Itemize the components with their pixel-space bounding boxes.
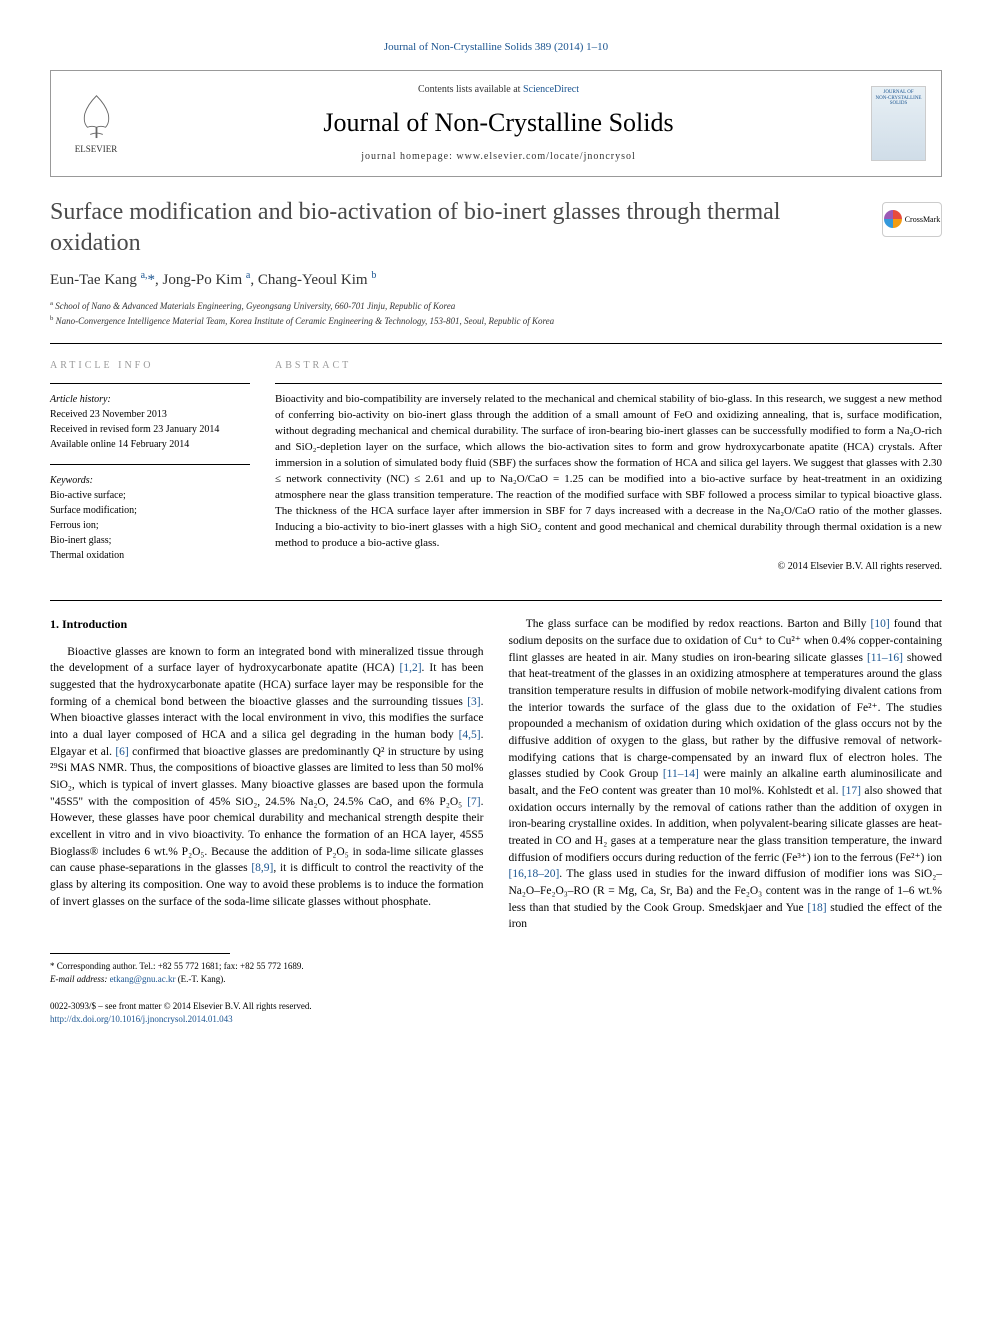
article-info-heading: ARTICLE INFO [50, 359, 250, 373]
author-1: Eun-Tae Kang [50, 272, 141, 288]
ref-link[interactable]: [7] [467, 796, 480, 808]
abstract-copyright: © 2014 Elsevier B.V. All rights reserved… [275, 560, 942, 574]
history-label: Article history: [50, 392, 250, 407]
corresponding-line1: * Corresponding author. Tel.: +82 55 772… [50, 960, 942, 973]
online-date: Available online 14 February 2014 [50, 437, 250, 452]
journal-header: ELSEVIER Contents lists available at Sci… [50, 70, 942, 176]
affiliation-b: b Nano-Convergence Intelligence Material… [50, 314, 942, 329]
author-1-aff: a, [141, 270, 148, 281]
keyword-5: Thermal oxidation [50, 548, 250, 563]
info-abstract-row: ARTICLE INFO Article history: Received 2… [50, 359, 942, 575]
ref-link[interactable]: [4,5] [459, 729, 481, 741]
elsevier-label: ELSEVIER [75, 143, 118, 156]
authors-line: Eun-Tae Kang a,*, Jong-Po Kim a, Chang-Y… [50, 269, 942, 291]
footer-divider [50, 953, 230, 954]
corresponding-email[interactable]: etkang@gnu.ac.kr [110, 974, 176, 984]
journal-homepage: journal homepage: www.elsevier.com/locat… [126, 150, 871, 164]
ref-link[interactable]: [8,9] [251, 862, 273, 874]
journal-name: Journal of Non-Crystalline Solids [126, 105, 871, 141]
ref-link[interactable]: [3] [467, 696, 480, 708]
crossmark-icon [884, 210, 902, 228]
body-text: 1. Introduction Bioactive glasses are kn… [50, 616, 942, 933]
footer-copyright: 0022-3093/$ – see front matter © 2014 El… [50, 1000, 312, 1013]
keywords-block: Keywords: Bio-active surface; Surface mo… [50, 464, 250, 563]
ref-link[interactable]: [18] [807, 902, 826, 914]
journal-citation-link[interactable]: Journal of Non-Crystalline Solids 389 (2… [50, 40, 942, 55]
journal-cover-thumbnail: JOURNAL OF NON-CRYSTALLINE SOLIDS [871, 86, 926, 161]
elsevier-logo: ELSEVIER [66, 89, 126, 159]
author-1-corr: * [148, 272, 156, 288]
keyword-3: Ferrous ion; [50, 518, 250, 533]
ref-link[interactable]: [6] [115, 746, 128, 758]
abstract-column: ABSTRACT Bioactivity and bio-compatibili… [275, 359, 942, 575]
cover-text-bottom: NON-CRYSTALLINE SOLIDS [875, 96, 922, 107]
doi-link[interactable]: http://dx.doi.org/10.1016/j.jnoncrysol.2… [50, 1014, 233, 1024]
author-3: Chang-Yeoul Kim [258, 272, 371, 288]
article-title: Surface modification and bio-activation … [50, 197, 867, 259]
author-3-aff: b [371, 270, 376, 281]
article-history-block: Article history: Received 23 November 20… [50, 383, 250, 452]
affiliations: a School of Nano & Advanced Materials En… [50, 299, 942, 328]
article-info-column: ARTICLE INFO Article history: Received 2… [50, 359, 250, 575]
abstract-text: Bioactivity and bio-compatibility are in… [275, 383, 942, 551]
crossmark-label: CrossMark [905, 214, 941, 225]
ref-link[interactable]: [10] [871, 618, 890, 630]
corresponding-author: * Corresponding author. Tel.: +82 55 772… [50, 960, 942, 985]
keyword-1: Bio-active surface; [50, 488, 250, 503]
ref-link[interactable]: [16,18–20] [509, 868, 560, 880]
received-date: Received 23 November 2013 [50, 407, 250, 422]
keywords-label: Keywords: [50, 473, 250, 488]
ref-link[interactable]: [17] [842, 785, 861, 797]
title-row: Surface modification and bio-activation … [50, 197, 942, 259]
abstract-heading: ABSTRACT [275, 359, 942, 373]
contents-line: Contents lists available at ScienceDirec… [126, 83, 871, 97]
revised-date: Received in revised form 23 January 2014 [50, 422, 250, 437]
sciencedirect-link[interactable]: ScienceDirect [523, 84, 579, 95]
crossmark-badge[interactable]: CrossMark [882, 202, 942, 237]
divider-top [50, 343, 942, 344]
footer-left: 0022-3093/$ – see front matter © 2014 El… [50, 1000, 312, 1025]
ref-link[interactable]: [1,2] [400, 662, 422, 674]
keyword-2: Surface modification; [50, 503, 250, 518]
header-center: Contents lists available at ScienceDirec… [126, 83, 871, 163]
body-paragraph-1: Bioactive glasses are known to form an i… [50, 644, 484, 911]
section-1-heading: 1. Introduction [50, 616, 484, 633]
body-paragraph-2: The glass surface can be modified by red… [509, 616, 943, 933]
affiliation-a: a School of Nano & Advanced Materials En… [50, 299, 942, 314]
footer: 0022-3093/$ – see front matter © 2014 El… [50, 1000, 942, 1025]
keyword-4: Bio-inert glass; [50, 533, 250, 548]
ref-link[interactable]: [11–14] [663, 768, 699, 780]
author-2: Jong-Po Kim [163, 272, 246, 288]
contents-prefix: Contents lists available at [418, 84, 523, 95]
corresponding-line2: E-mail address: etkang@gnu.ac.kr (E.-T. … [50, 973, 942, 986]
elsevier-tree-icon [74, 91, 119, 141]
divider-mid [50, 600, 942, 601]
ref-link[interactable]: [11–16] [867, 652, 903, 664]
